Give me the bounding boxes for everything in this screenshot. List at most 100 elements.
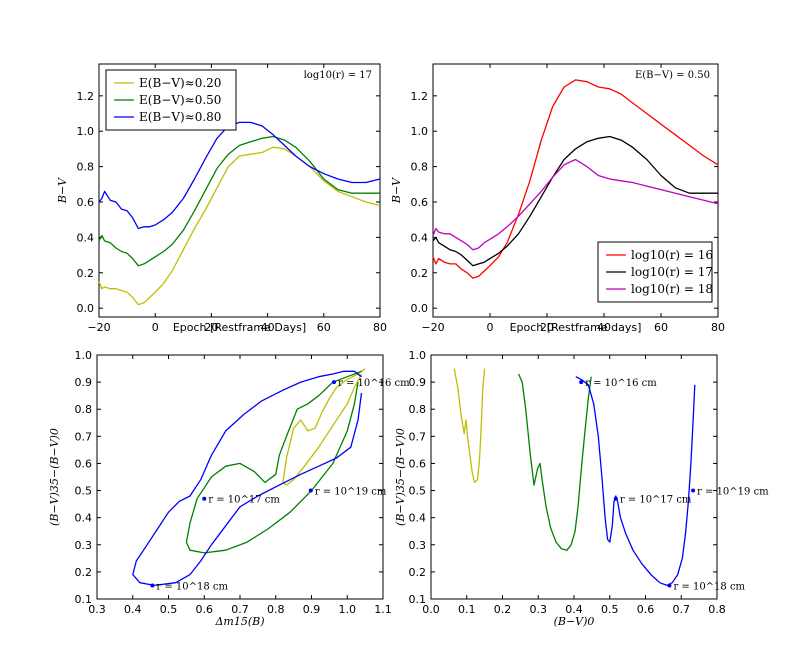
panel-bottom-right: 0.0 0.1 0.2 0.3 0.4 0.5 0.6 0.7 0.80.10.20.30.40… — [394, 349, 769, 628]
series-line-2 — [575, 376, 696, 587]
x-axis-label: Epoch [Restframe days] — [510, 321, 642, 334]
legend-label-0: E(B−V)≈0.20 — [139, 76, 221, 90]
y-tick-label: 0.8 — [409, 403, 427, 416]
series-line-2 — [432, 158, 719, 251]
y-tick-label: 1.0 — [77, 125, 95, 138]
radius-marker — [691, 488, 696, 493]
x-tick-label: 40 — [597, 321, 611, 334]
y-tick-label: 0.8 — [77, 161, 95, 174]
x-tick-label: 0.8 — [708, 603, 726, 616]
series-layer — [432, 79, 719, 279]
legend-label-1: E(B−V)≈0.50 — [139, 93, 221, 107]
x-tick-label: −20 — [421, 321, 444, 334]
x-tick-label: 20 — [540, 321, 554, 334]
radius-marker — [579, 380, 584, 385]
radius-label: r = 10^19 cm — [315, 487, 387, 498]
series-layer — [98, 121, 381, 306]
y-tick-label: 0.1 — [75, 593, 93, 606]
legend-label-2: log10(r) = 18 — [631, 282, 713, 296]
series-layer — [132, 368, 366, 587]
y-tick-label: 0.8 — [411, 161, 429, 174]
series-line-0 — [432, 79, 719, 279]
y-tick-label: 0.3 — [75, 539, 93, 552]
y-tick-label: 0.6 — [75, 457, 93, 470]
y-tick-label: 0.2 — [75, 566, 93, 579]
y-tick-label: 0.0 — [411, 302, 429, 315]
x-tick-label: 0.0 — [422, 603, 440, 616]
panel-bottom-left: 0.3 0.4 0.5 0.6 0.7 0.8 0.9 1.0 1.1 0.1 0.2 0.3 0.4 0… — [48, 349, 410, 628]
y-tick-label: 0.2 — [411, 267, 429, 280]
plot-frame — [98, 63, 381, 318]
x-tick-label: 0.3 — [530, 603, 548, 616]
y-tick-label: 0.0 — [77, 302, 95, 315]
y-tick-label: 0.2 — [77, 267, 95, 280]
x-axis-label: Δm15(B) — [214, 615, 264, 628]
y-tick-label: 1.2 — [77, 90, 95, 103]
x-axis-label: (B−V)0 — [554, 615, 595, 628]
x-tick-label: 20 — [204, 321, 218, 334]
y-tick-label: 0.4 — [409, 512, 427, 525]
radius-label: r = 10^17 cm — [620, 495, 692, 506]
y-tick-label: 1.0 — [409, 349, 427, 362]
legend-label-0: log10(r) = 16 — [631, 248, 713, 262]
y-tick-label: 0.4 — [75, 512, 93, 525]
series-line-2 — [132, 370, 363, 587]
radius-marker — [150, 583, 155, 588]
legend-label-2: E(B−V)≈0.80 — [139, 110, 221, 124]
legend: E(B−V)≈0.20 E(B−V)≈0.50 E(B−V)≈0.80 — [105, 69, 237, 131]
x-tick-label: 0.4 — [565, 603, 583, 616]
axis-ticks: −20 0 20 40 60 80 0.0 0.2 0.4 0.6 0.8 1.0 1.2 — [77, 64, 387, 334]
y-tick-label: 0.7 — [75, 430, 93, 443]
y-tick-label: 0.2 — [409, 566, 427, 579]
y-tick-label: 0.4 — [77, 231, 95, 244]
x-tick-label: 60 — [654, 321, 668, 334]
x-tick-label: 0.1 — [458, 603, 476, 616]
x-tick-label: 0.5 — [160, 603, 178, 616]
y-axis-label: (B−V)35−(B−V)0 — [48, 428, 61, 526]
axis-ticks: 0.3 0.4 0.5 0.6 0.7 0.8 0.9 1.0 1.1 0.1 0.2 0.3 0.4 0… — [75, 349, 392, 616]
plot-frame — [432, 63, 719, 318]
panel-annotation: log10(r) = 17 — [304, 70, 372, 81]
series-line-0 — [453, 368, 486, 484]
y-tick-label: 1.0 — [75, 349, 93, 362]
x-tick-label: 40 — [261, 321, 275, 334]
radius-label: r = 10^16 cm — [585, 378, 657, 389]
panel-top-right: −20 0 20 40 60 80 0.0 0.2 0.4 0.6 0.8 1.0 1.2 Epoch … — [390, 63, 725, 334]
x-tick-label: 0.6 — [637, 603, 655, 616]
x-tick-label: 0.6 — [196, 603, 214, 616]
series-line-1 — [518, 373, 592, 551]
series-line-1 — [185, 370, 362, 554]
annotation-layer: r = 10^16 cm r = 10^17 cm r = 10^18 cm r = … — [150, 378, 410, 592]
x-tick-label: 0.9 — [303, 603, 321, 616]
legend: log10(r) = 16 log10(r) = 17 log10(r) = 1… — [597, 241, 713, 303]
y-tick-label: 0.1 — [409, 593, 427, 606]
y-axis-label: B−V — [390, 177, 403, 204]
y-tick-label: 0.9 — [409, 376, 427, 389]
x-tick-label: 0.7 — [673, 603, 691, 616]
x-tick-label: 0.8 — [267, 603, 285, 616]
radius-marker — [308, 488, 313, 493]
x-tick-label: 0.7 — [231, 603, 249, 616]
y-tick-label: 0.5 — [75, 485, 93, 498]
annotation-layer: r = 10^16 cm r = 10^17 cm r = 10^18 cm r = … — [579, 378, 769, 592]
x-tick-label: 1.0 — [339, 603, 357, 616]
axis-ticks: 0.0 0.1 0.2 0.3 0.4 0.5 0.6 0.7 0.80.10.20.30.40… — [409, 349, 726, 616]
x-tick-label: 0 — [152, 321, 159, 334]
radius-label: r = 10^19 cm — [697, 487, 769, 498]
y-tick-label: 0.7 — [409, 430, 427, 443]
axis-ticks: −20 0 20 40 60 80 0.0 0.2 0.4 0.6 0.8 1.0 1.2 — [411, 64, 725, 334]
x-tick-label: 0 — [487, 321, 494, 334]
x-axis-label: Epoch [Restframe Days] — [173, 321, 306, 334]
x-tick-label: 1.1 — [374, 603, 392, 616]
plot-frame — [96, 354, 384, 600]
radius-label: r = 10^16 cm — [338, 378, 410, 389]
series-line-1 — [432, 135, 718, 267]
series-layer — [453, 368, 696, 587]
radius-label: r = 10^18 cm — [673, 581, 745, 592]
y-tick-label: 0.3 — [409, 539, 427, 552]
y-tick-label: 1.0 — [411, 125, 429, 138]
radius-marker — [332, 380, 337, 385]
x-tick-label: −20 — [87, 321, 110, 334]
x-tick-label: 0.4 — [124, 603, 142, 616]
